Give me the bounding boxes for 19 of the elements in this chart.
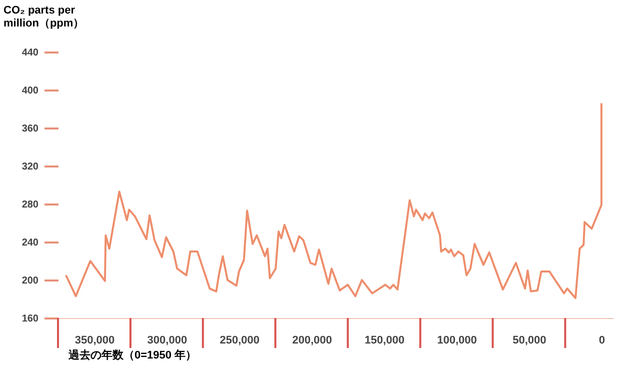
y-tick-label: 320 bbox=[22, 162, 39, 172]
x-tick-label: 300,000 bbox=[147, 334, 188, 346]
y-tick-label: 160 bbox=[22, 314, 39, 324]
x-tick-label: 200,000 bbox=[292, 334, 332, 346]
x-tick-label: 350,000 bbox=[74, 334, 115, 346]
y-tick-label: 240 bbox=[22, 238, 39, 248]
y-tick-label: 200 bbox=[22, 276, 39, 286]
y-tick-label: 280 bbox=[22, 200, 39, 210]
y-axis-title: CO₂ parts per million（ppm） bbox=[4, 4, 84, 30]
y-tick-label: 400 bbox=[22, 86, 39, 96]
x-tick-label: 150,000 bbox=[364, 334, 404, 346]
x-tick-label: 100,000 bbox=[437, 334, 477, 346]
y-tick-label: 440 bbox=[22, 48, 39, 58]
x-tick-label: 50,000 bbox=[512, 334, 546, 346]
x-axis-title: 過去の年数（0=1950 年） bbox=[68, 348, 197, 362]
y-tick-label: 360 bbox=[22, 124, 39, 134]
line-series bbox=[64, 102, 602, 300]
x-tick-label: 0 bbox=[598, 334, 605, 346]
x-tick-label: 250,000 bbox=[220, 334, 260, 346]
